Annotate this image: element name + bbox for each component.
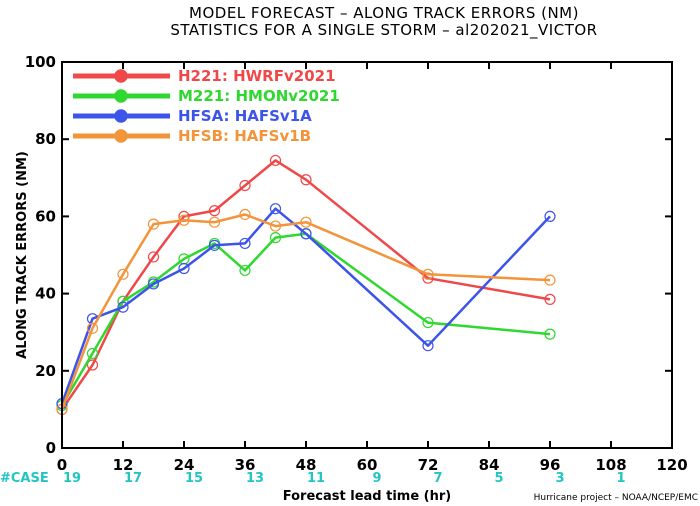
data-point — [422, 316, 434, 329]
data-point — [147, 218, 160, 230]
x-tick-label: 60 — [357, 456, 378, 474]
legend-marker — [114, 129, 128, 143]
data-point — [239, 179, 251, 192]
data-point — [147, 278, 160, 290]
y-tick-label: 100 — [25, 53, 56, 71]
data-point — [178, 214, 190, 226]
data-point — [300, 228, 312, 240]
series-layer — [56, 154, 556, 415]
data-point — [208, 216, 221, 228]
legend-label: HFSB: HAFSv1B — [178, 127, 311, 145]
data-point — [86, 359, 99, 371]
series-line — [60, 159, 551, 411]
data-point — [422, 340, 434, 352]
data-point — [239, 264, 251, 277]
legend-item: M221: HMONv2021 — [73, 87, 340, 105]
x-tick-label: 84 — [479, 456, 500, 474]
data-point — [269, 232, 282, 244]
legend-label: H221: HWRFv2021 — [178, 67, 336, 85]
legend-marker — [114, 89, 128, 103]
data-point — [178, 262, 190, 275]
data-point — [208, 205, 221, 217]
legend-item: HFSB: HAFSv1B — [73, 127, 311, 145]
case-count: 7 — [433, 471, 442, 486]
y-tick-label: 80 — [35, 130, 56, 148]
y-tick-label: 20 — [35, 362, 56, 380]
series-2 — [56, 203, 556, 410]
data-point — [86, 322, 99, 334]
data-point — [269, 203, 282, 215]
legend-marker — [114, 109, 128, 123]
legend-label: M221: HMONv2021 — [178, 87, 340, 105]
x-tick-label: 12 — [113, 456, 134, 474]
data-point — [544, 210, 556, 222]
case-count: 11 — [307, 471, 325, 486]
legend-item: HFSA: HAFSv1A — [73, 107, 312, 125]
case-count: 9 — [372, 471, 381, 486]
case-count: 1 — [616, 471, 625, 486]
data-point — [300, 216, 312, 228]
case-label: #CASE — [0, 471, 49, 486]
data-point — [544, 328, 556, 340]
y-axis: 0 20 40 60 80 100 — [25, 53, 672, 457]
series-line — [60, 207, 551, 405]
data-point — [208, 239, 221, 251]
x-tick-label: 48 — [296, 456, 317, 474]
data-point — [239, 237, 251, 250]
x-tick-label: 108 — [595, 456, 626, 474]
x-axis-label: Forecast lead time (hr) — [283, 489, 451, 504]
series-line — [60, 213, 551, 410]
data-point — [117, 301, 129, 313]
y-tick-label: 40 — [35, 285, 56, 303]
x-tick-label: 0 — [57, 456, 67, 474]
series-1 — [56, 228, 556, 412]
data-point — [269, 154, 282, 167]
legend: H221: HWRFv2021 M221: HMONv2021 HFSA: HAFS… — [73, 67, 340, 145]
case-count: 15 — [185, 471, 203, 486]
series-line — [60, 232, 551, 407]
credit-text: Hurricane project – NOAA/NCEP/EMC — [534, 493, 698, 503]
legend-marker — [114, 69, 128, 83]
case-row: #CASE 19 17 15 13 11 9 7 5 3 1 — [0, 471, 626, 486]
data-point — [422, 268, 434, 280]
case-count: 17 — [124, 471, 142, 486]
x-tick-label: 96 — [540, 456, 561, 474]
x-axis: 0 12 24 36 48 60 72 84 96 108 120 — [57, 62, 688, 474]
x-tick-label: 24 — [174, 456, 195, 474]
y-tick-label: 0 — [46, 439, 56, 457]
legend-label: HFSA: HAFSv1A — [178, 107, 312, 125]
series-3 — [56, 208, 556, 415]
data-point — [300, 174, 312, 186]
case-count: 19 — [63, 471, 81, 486]
y-tick-label: 60 — [35, 207, 56, 225]
data-point — [544, 274, 556, 286]
data-point — [86, 347, 99, 360]
x-tick-label: 36 — [235, 456, 256, 474]
chart-subtitle: STATISTICS FOR A SINGLE STORM – al202021… — [170, 21, 597, 40]
data-point — [117, 268, 129, 280]
data-point — [239, 208, 251, 221]
x-tick-label: 72 — [418, 456, 439, 474]
case-count: 3 — [555, 471, 564, 486]
x-tick-label: 120 — [656, 456, 687, 474]
data-point — [269, 220, 282, 232]
chart-title: MODEL FORECAST – ALONG TRACK ERRORS (NM) — [189, 4, 579, 22]
data-point — [147, 251, 160, 263]
series-0 — [56, 154, 556, 415]
case-count: 13 — [246, 471, 264, 486]
data-point — [544, 293, 556, 305]
y-axis-label: ALONG TRACK ERRORS (NM) — [15, 151, 30, 359]
case-count: 5 — [494, 471, 503, 486]
legend-item: H221: HWRFv2021 — [73, 67, 336, 85]
